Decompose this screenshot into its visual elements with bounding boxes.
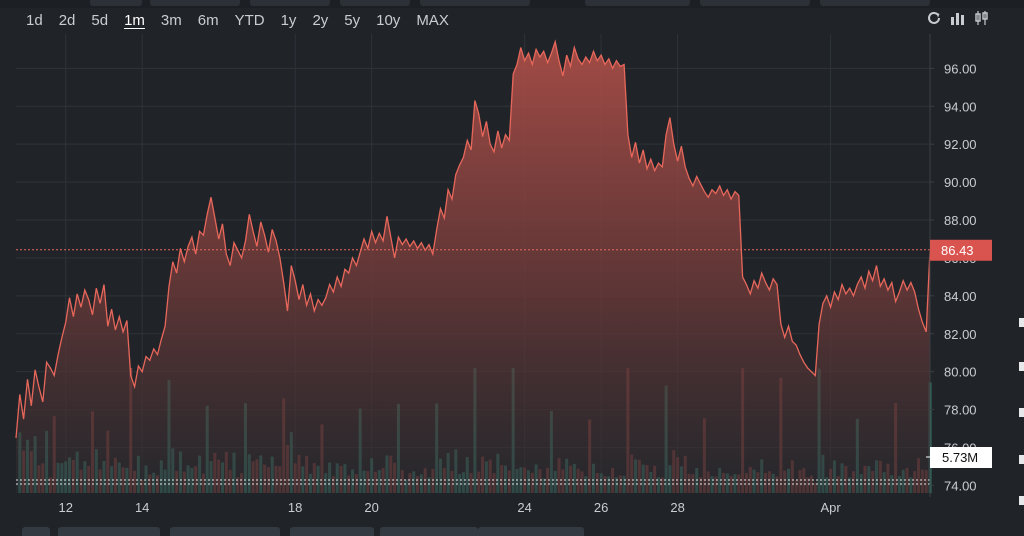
side-marker (1019, 318, 1024, 327)
range-2d[interactable]: 2d (58, 12, 76, 29)
axes: 74.0076.0078.0080.0082.0084.0086.0088.00… (58, 34, 992, 515)
side-marker (1019, 455, 1024, 464)
x-tick-label: 18 (288, 500, 302, 515)
last-price-badge (930, 239, 992, 261)
range-1d[interactable]: 1d (26, 12, 43, 29)
range-10y[interactable]: 10y (376, 12, 401, 29)
range-max[interactable]: MAX (416, 12, 449, 29)
x-tick-label: 28 (670, 500, 684, 515)
volume-badge (930, 447, 992, 468)
y-tick-label: 84.00 (944, 289, 977, 304)
x-tick-label: Apr (820, 500, 841, 515)
range-3m[interactable]: 3m (160, 12, 182, 29)
candlestick-icon[interactable] (974, 10, 990, 26)
top-tab[interactable] (420, 0, 530, 6)
top-tab[interactable] (585, 0, 690, 6)
y-tick-label: 92.00 (944, 137, 977, 152)
top-tab[interactable] (700, 0, 810, 6)
bottom-tab[interactable] (22, 527, 50, 536)
x-tick-label: 14 (135, 500, 149, 515)
side-marker (1019, 362, 1024, 371)
y-tick-label: 88.00 (944, 213, 977, 228)
top-tab[interactable] (250, 0, 330, 6)
refresh-icon[interactable] (926, 10, 942, 26)
range-1m[interactable]: 1m (124, 12, 145, 29)
y-tick-label: 96.00 (944, 61, 977, 76)
top-tab[interactable] (820, 0, 930, 6)
y-tick-label: 90.00 (944, 175, 977, 190)
x-tick-label: 12 (58, 500, 72, 515)
bar-chart-icon[interactable] (950, 10, 966, 26)
top-tab[interactable] (340, 0, 410, 6)
range-5d[interactable]: 5d (91, 12, 109, 29)
range-1y[interactable]: 1y (280, 12, 297, 29)
side-marker (1019, 408, 1024, 417)
price-area (15, 39, 931, 494)
reference-lines (16, 249, 930, 485)
volume-label: 5.73M (942, 450, 978, 465)
range-selector: 1d 2d 5d 1m 3m 6m YTD 1y 2y 5y 10y MAX (18, 11, 457, 31)
y-tick-label: 82.00 (944, 327, 977, 342)
x-tick-label: 20 (364, 500, 378, 515)
bottom-tab[interactable] (58, 527, 160, 536)
last-price-label: 86.43 (941, 243, 974, 258)
range-ytd[interactable]: YTD (234, 12, 265, 29)
chart-tools (926, 10, 990, 26)
top-tab[interactable] (150, 0, 240, 6)
range-2y[interactable]: 2y (312, 12, 329, 29)
top-tab[interactable] (90, 0, 142, 6)
bottom-tab[interactable] (290, 527, 374, 536)
y-tick-label: 80.00 (944, 365, 977, 380)
bottom-tab[interactable] (380, 527, 478, 536)
bottom-tab[interactable] (170, 527, 280, 536)
y-tick-label: 94.00 (944, 99, 977, 114)
x-tick-label: 24 (517, 500, 531, 515)
range-5y[interactable]: 5y (344, 12, 361, 29)
range-6m[interactable]: 6m (197, 12, 219, 29)
y-tick-label: 78.00 (944, 403, 977, 418)
side-marker (1019, 496, 1024, 505)
y-tick-label: 74.00 (944, 478, 977, 493)
bottom-tab[interactable] (478, 527, 584, 536)
x-tick-label: 26 (594, 500, 608, 515)
